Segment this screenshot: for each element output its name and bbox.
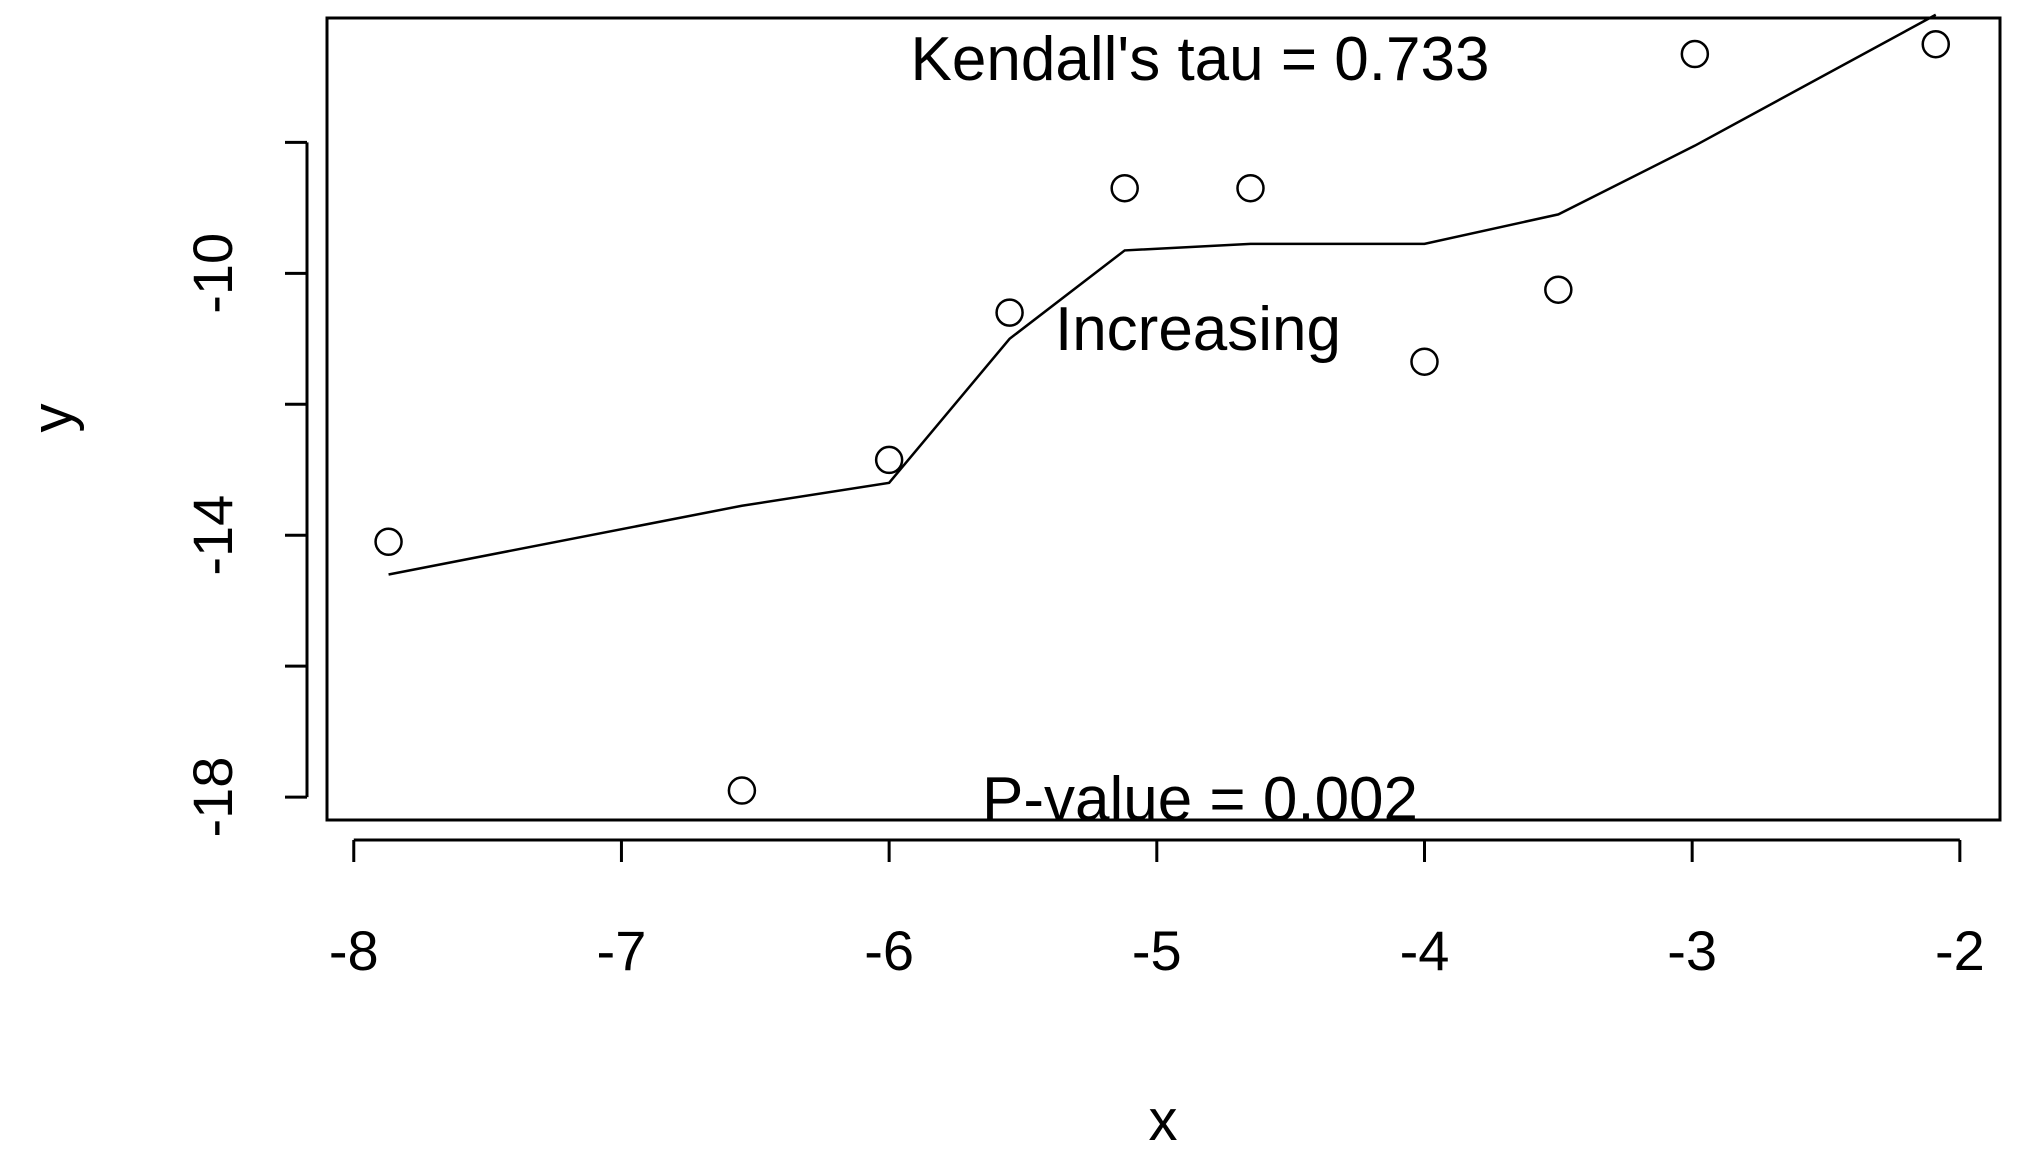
x-tick-label: -2 [1935, 919, 1985, 982]
data-point [1680, 39, 1710, 69]
data-point [1410, 347, 1439, 376]
data-point [727, 776, 757, 805]
y-axis-title: y [20, 404, 85, 433]
x-tick-label: -6 [864, 919, 914, 982]
x-tick-label: -4 [1400, 919, 1450, 982]
x-tick-label: -5 [1132, 919, 1182, 982]
trend-line [388, 13, 1937, 576]
x-tick-label: -3 [1667, 919, 1717, 982]
data-point [874, 445, 904, 475]
x-tick-label: -8 [329, 919, 379, 982]
plot-frame [325, 16, 2002, 822]
data-point [995, 298, 1024, 327]
y-tick-label: -10 [181, 233, 244, 314]
x-axis: -8 -7 -6 -5 -4 -3 -2 [329, 838, 1985, 982]
data-point [1544, 275, 1573, 304]
data-points [374, 29, 1951, 805]
x-axis-title: x [1149, 1088, 1178, 1153]
tau-annotation: Kendall's tau = 0.733 [911, 25, 1490, 94]
pvalue-annotation: P-value = 0.002 [982, 765, 1418, 834]
y-axis: -18 -14 -10 [181, 140, 309, 838]
x-tick-label: -7 [597, 919, 647, 982]
data-point [1110, 173, 1139, 203]
data-point [1921, 29, 1951, 59]
data-point [1236, 173, 1265, 203]
trend-annotation: Increasing [1055, 295, 1341, 364]
y-tick-label: -14 [181, 495, 244, 576]
data-point [374, 527, 403, 557]
y-tick-label: -18 [181, 757, 244, 838]
